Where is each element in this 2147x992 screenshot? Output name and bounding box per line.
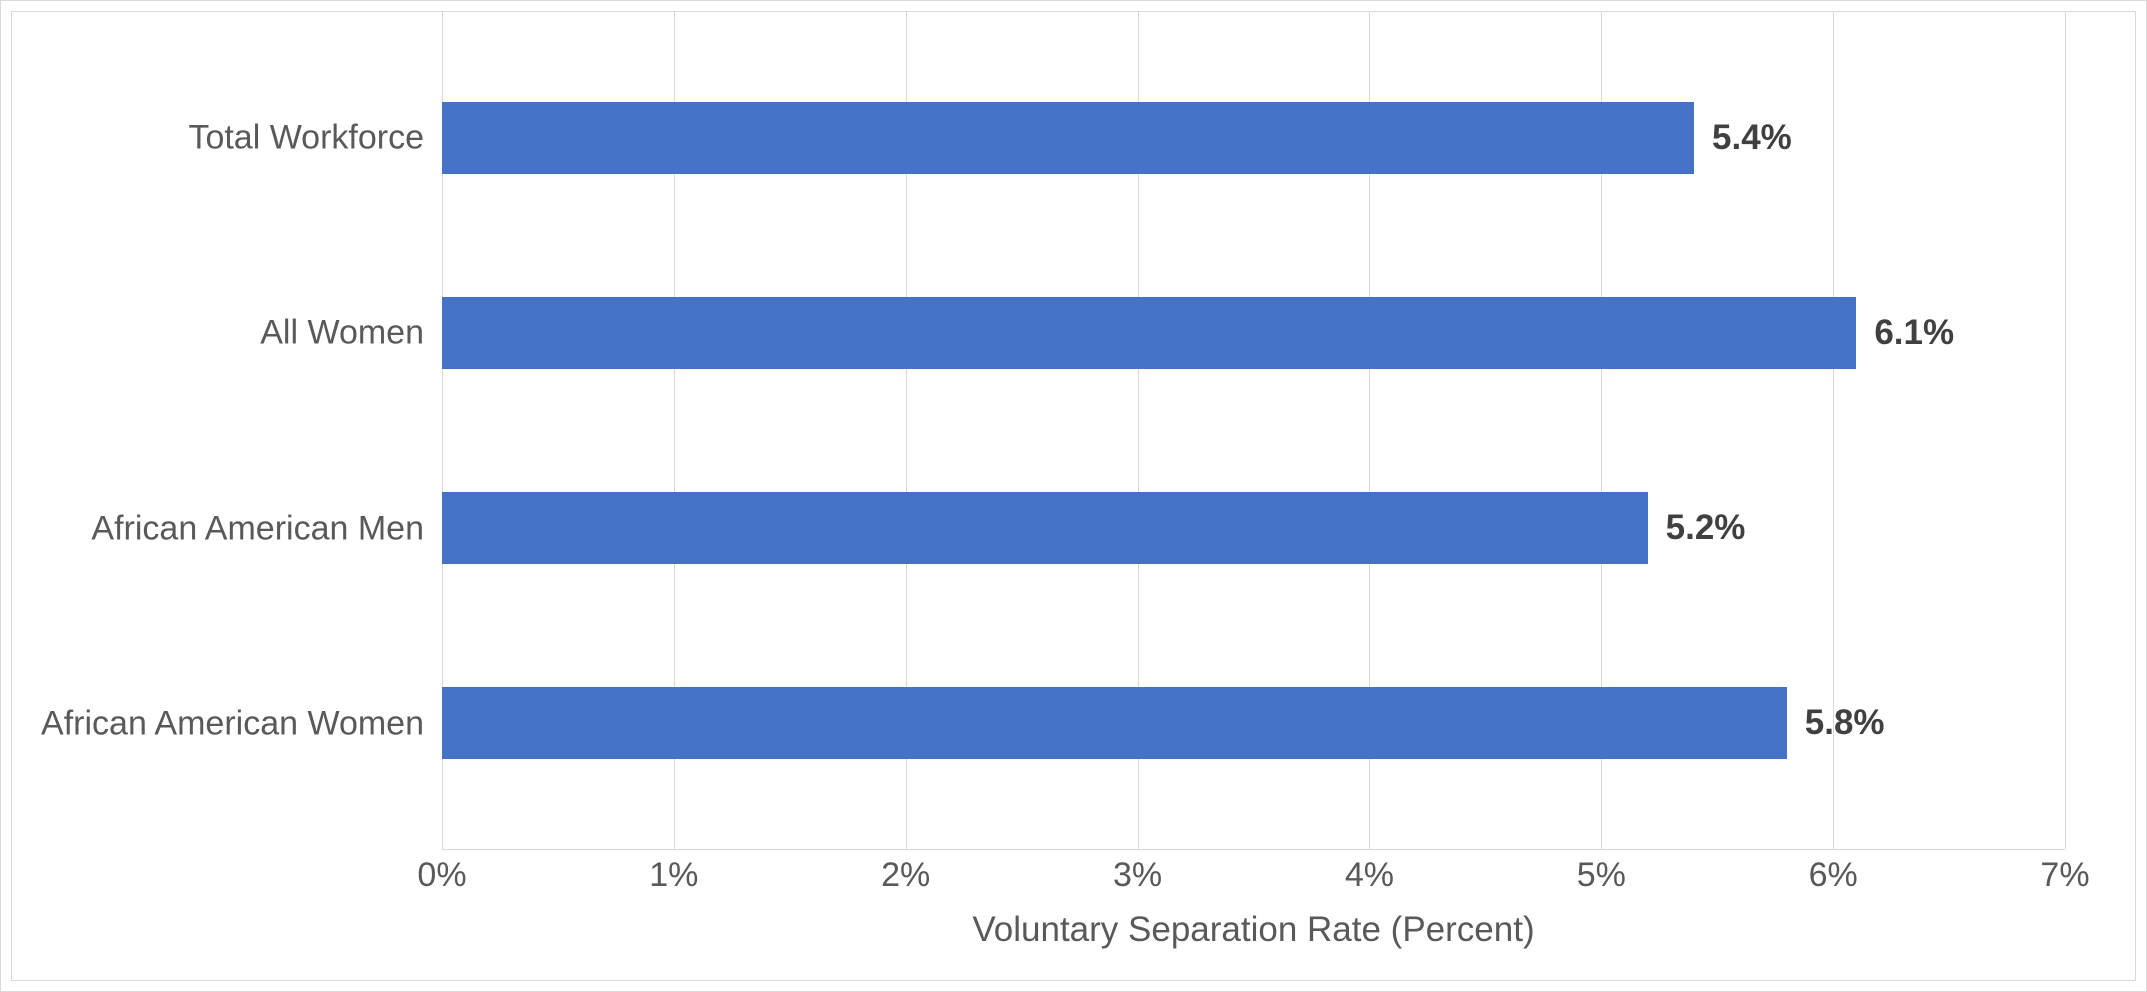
x-axis-ticks: 0%1%2%3%4%5%6%7% bbox=[442, 850, 2065, 910]
bar-rect bbox=[442, 687, 1787, 759]
x-tick-label: 0% bbox=[417, 856, 466, 895]
y-category-label: All Women bbox=[260, 313, 424, 352]
bar-data-label: 5.4% bbox=[1694, 118, 1792, 158]
plot-area: 5.4% 6.1% 5.2% 5.8% bbox=[442, 12, 2065, 850]
bar: 5.2% bbox=[442, 492, 1648, 564]
bar-data-label: 5.2% bbox=[1648, 508, 1746, 548]
bar: 5.4% bbox=[442, 102, 1694, 174]
bar: 5.8% bbox=[442, 687, 1787, 759]
x-title-row: Voluntary Separation Rate (Percent) bbox=[12, 910, 2135, 980]
chart-inner: Total Workforce All Women African American… bbox=[11, 11, 2136, 981]
y-category-label: African American Men bbox=[91, 510, 424, 549]
x-axis-row: 0% 1% 2% 3% 4% 5% 6% 7% bbox=[12, 850, 2135, 910]
x-tick-label: 6% bbox=[1809, 856, 1858, 895]
x-axis-title: Voluntary Separation Rate (Percent) bbox=[442, 910, 2065, 950]
x-tick-label: 2% bbox=[881, 856, 930, 895]
x-axis-spacer bbox=[12, 850, 442, 910]
y-category-label: Total Workforce bbox=[188, 118, 424, 157]
gridline bbox=[2065, 12, 2066, 849]
bar-data-label: 6.1% bbox=[1856, 313, 1954, 353]
bar-rect bbox=[442, 492, 1648, 564]
bar-rect bbox=[442, 102, 1694, 174]
y-axis-labels: Total Workforce All Women African American… bbox=[12, 12, 442, 850]
x-tick-label: 4% bbox=[1345, 856, 1394, 895]
bar-data-label: 5.8% bbox=[1787, 703, 1885, 743]
y-category-label: African American Women bbox=[41, 705, 424, 744]
x-tick-label: 3% bbox=[1113, 856, 1162, 895]
plot-row: Total Workforce All Women African American… bbox=[12, 12, 2135, 850]
chart-container: Total Workforce All Women African American… bbox=[0, 0, 2147, 992]
bar-rect bbox=[442, 297, 1856, 369]
bar: 6.1% bbox=[442, 297, 1856, 369]
x-tick-label: 7% bbox=[2040, 856, 2089, 895]
x-tick-label: 5% bbox=[1577, 856, 1626, 895]
x-tick-label: 1% bbox=[649, 856, 698, 895]
